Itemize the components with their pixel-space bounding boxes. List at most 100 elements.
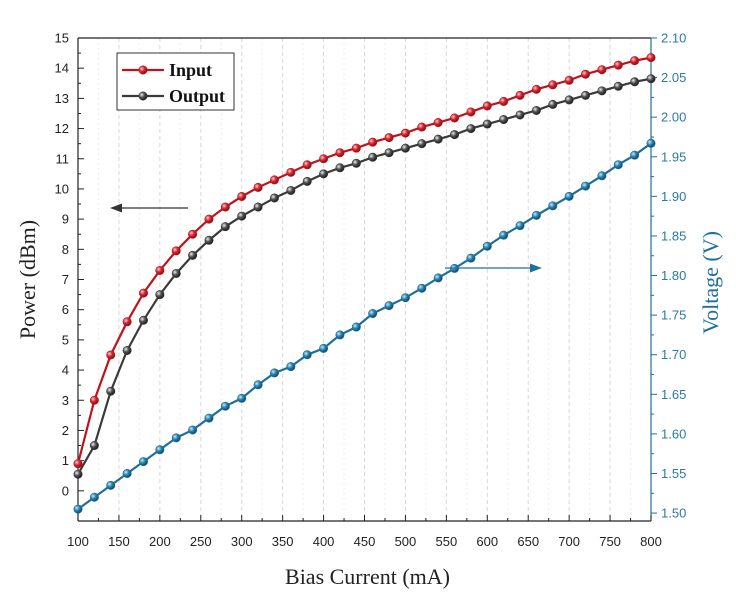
data-point [482,119,492,129]
data-point [204,214,214,224]
data-point [138,288,148,298]
data-point [122,468,132,478]
data-point [269,368,279,378]
grid-lines [97,38,632,521]
y2-tick-label: 2.00 [661,110,686,125]
x-tick-label: 350 [272,534,294,549]
data-point [237,211,247,221]
legend-box [116,52,235,111]
data-point [106,480,116,490]
data-point [417,139,427,149]
data-point [581,69,591,79]
data-point [548,99,558,109]
legend-entry-input: Input [122,60,212,80]
data-point [302,176,312,186]
y-tick-label: 1 [62,453,69,468]
data-point [417,122,427,132]
data-point [319,343,329,353]
data-point [384,301,394,311]
data-point [188,229,198,239]
data-point [155,290,165,300]
data-point [335,148,345,158]
data-point [89,395,99,405]
data-point [368,152,378,162]
data-point [400,143,410,153]
series-group [73,53,656,514]
y-axis-title: Power (dBm) [15,220,40,339]
legend: Input Output [116,52,235,111]
data-point [253,380,263,390]
data-point [122,317,132,327]
data-point [319,154,329,164]
y-tick-label: 15 [55,31,69,46]
data-point [351,158,361,168]
data-point [188,425,198,435]
data-point [630,150,640,160]
y-tick-label: 10 [55,181,69,196]
y2-tick-label: 1.80 [661,268,686,283]
data-point [204,235,214,245]
y2-tick-label: 1.85 [661,228,686,243]
y2-tick-label: 1.55 [661,466,686,481]
data-point [613,160,623,170]
data-point [73,504,83,514]
series-output [73,74,656,479]
data-point [433,273,443,283]
data-point [171,268,181,278]
data-point [646,74,656,84]
data-point [188,250,198,260]
data-point [564,95,574,105]
y2-tick-label: 1.65 [661,387,686,402]
data-point [466,107,476,117]
x-tick-label: 550 [436,534,458,549]
data-point [581,181,591,191]
data-point [220,202,230,212]
data-point [564,191,574,201]
y2-tick-label: 1.75 [661,308,686,323]
data-point [597,171,607,181]
data-point [433,134,443,144]
legend-entry-output: Output [122,86,225,106]
data-point [646,53,656,63]
y2-axis-title: Voltage (V) [698,231,723,334]
data-point [515,110,525,120]
data-point [450,130,460,140]
arrow-head-left [110,203,122,213]
legend-marker [138,91,148,101]
data-point [499,230,509,240]
data-point [73,469,83,479]
data-point [253,202,263,212]
data-point [220,222,230,232]
data-point [319,169,329,179]
data-point [89,492,99,502]
y-tick-label: 3 [62,393,69,408]
y-tick-label: 0 [62,483,69,498]
y2-tick-label: 2.05 [661,70,686,85]
data-point [237,393,247,403]
y2-tick-label: 1.70 [661,347,686,362]
data-point [499,115,509,125]
data-point [433,118,443,128]
y-tick-label: 12 [55,121,69,136]
data-point [630,77,640,87]
data-point [122,345,132,355]
y-tick-label: 8 [62,242,69,257]
arrow-head-right [530,263,542,273]
data-point [220,401,230,411]
data-point [368,137,378,147]
data-point [269,175,279,185]
data-point [155,445,165,455]
y2-tick-label: 1.50 [661,506,686,521]
data-point [253,182,263,192]
data-point [482,101,492,111]
y2-tick-label: 1.90 [661,189,686,204]
data-point [450,113,460,123]
data-point [302,160,312,170]
data-point [368,309,378,319]
x-tick-label: 650 [517,534,539,549]
data-point [106,386,116,396]
legend-marker [138,65,148,75]
x-tick-label: 300 [231,534,253,549]
data-point [581,90,591,100]
